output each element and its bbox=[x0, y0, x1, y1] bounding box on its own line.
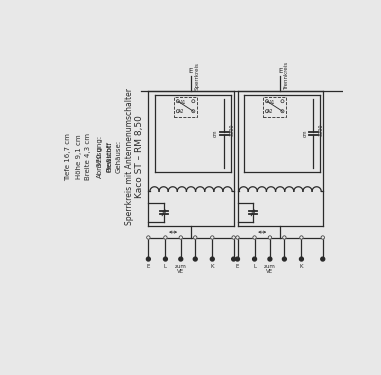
Text: E: E bbox=[236, 264, 239, 268]
Circle shape bbox=[236, 236, 239, 239]
Text: E: E bbox=[278, 68, 282, 74]
Circle shape bbox=[321, 236, 325, 239]
Text: A1: A1 bbox=[269, 100, 276, 105]
Text: Gehäuse:: Gehäuse: bbox=[116, 140, 122, 173]
Text: Tiefe 16,7 cm: Tiefe 16,7 cm bbox=[66, 133, 72, 181]
Text: cm: cm bbox=[302, 130, 307, 137]
Text: L: L bbox=[253, 264, 256, 268]
Circle shape bbox=[300, 236, 303, 239]
Circle shape bbox=[235, 257, 239, 261]
Circle shape bbox=[253, 257, 256, 261]
Circle shape bbox=[210, 257, 214, 261]
Text: K: K bbox=[211, 264, 214, 268]
Text: L: L bbox=[164, 264, 167, 268]
Circle shape bbox=[283, 236, 286, 239]
Text: Kaco ST – RM 8,50: Kaco ST – RM 8,50 bbox=[134, 115, 144, 198]
Circle shape bbox=[232, 236, 235, 239]
Circle shape bbox=[211, 236, 214, 239]
Circle shape bbox=[163, 257, 167, 261]
Text: cm: cm bbox=[213, 130, 218, 137]
Circle shape bbox=[193, 257, 197, 261]
Text: Höhe 9,1 cm: Höhe 9,1 cm bbox=[75, 134, 82, 179]
Text: 3000: 3000 bbox=[319, 123, 324, 136]
Circle shape bbox=[253, 236, 256, 239]
Text: Preßstoff: Preßstoff bbox=[107, 141, 113, 172]
Text: zum
VE: zum VE bbox=[175, 264, 187, 274]
Text: 3000: 3000 bbox=[230, 123, 235, 136]
Text: Sperrkreis mit Antennenumschalter: Sperrkreis mit Antennenumschalter bbox=[125, 88, 133, 225]
Circle shape bbox=[179, 257, 183, 261]
Circle shape bbox=[232, 257, 235, 261]
Text: E: E bbox=[189, 68, 193, 74]
Circle shape bbox=[321, 257, 325, 261]
Text: 370 g: 370 g bbox=[97, 147, 103, 167]
Text: Gewicht:: Gewicht: bbox=[107, 141, 113, 172]
Bar bbox=[263, 97, 287, 117]
Text: Sperrkreis: Sperrkreis bbox=[195, 62, 200, 90]
Text: A2: A2 bbox=[267, 108, 274, 114]
Text: Trennkreis: Trennkreis bbox=[284, 62, 289, 90]
Circle shape bbox=[268, 236, 272, 239]
Text: E: E bbox=[147, 264, 150, 268]
Text: Abmessung:: Abmessung: bbox=[97, 135, 103, 178]
Text: A2: A2 bbox=[178, 108, 184, 114]
Text: Breite 4,3 cm: Breite 4,3 cm bbox=[85, 133, 91, 180]
Circle shape bbox=[194, 236, 197, 239]
Circle shape bbox=[179, 236, 182, 239]
Text: zum
VE: zum VE bbox=[264, 264, 276, 274]
Circle shape bbox=[268, 257, 272, 261]
Circle shape bbox=[282, 257, 287, 261]
Text: A1: A1 bbox=[180, 100, 187, 105]
Circle shape bbox=[146, 257, 150, 261]
Circle shape bbox=[164, 236, 167, 239]
Circle shape bbox=[147, 236, 150, 239]
Bar bbox=[174, 97, 197, 117]
Text: K: K bbox=[300, 264, 303, 268]
Circle shape bbox=[299, 257, 303, 261]
